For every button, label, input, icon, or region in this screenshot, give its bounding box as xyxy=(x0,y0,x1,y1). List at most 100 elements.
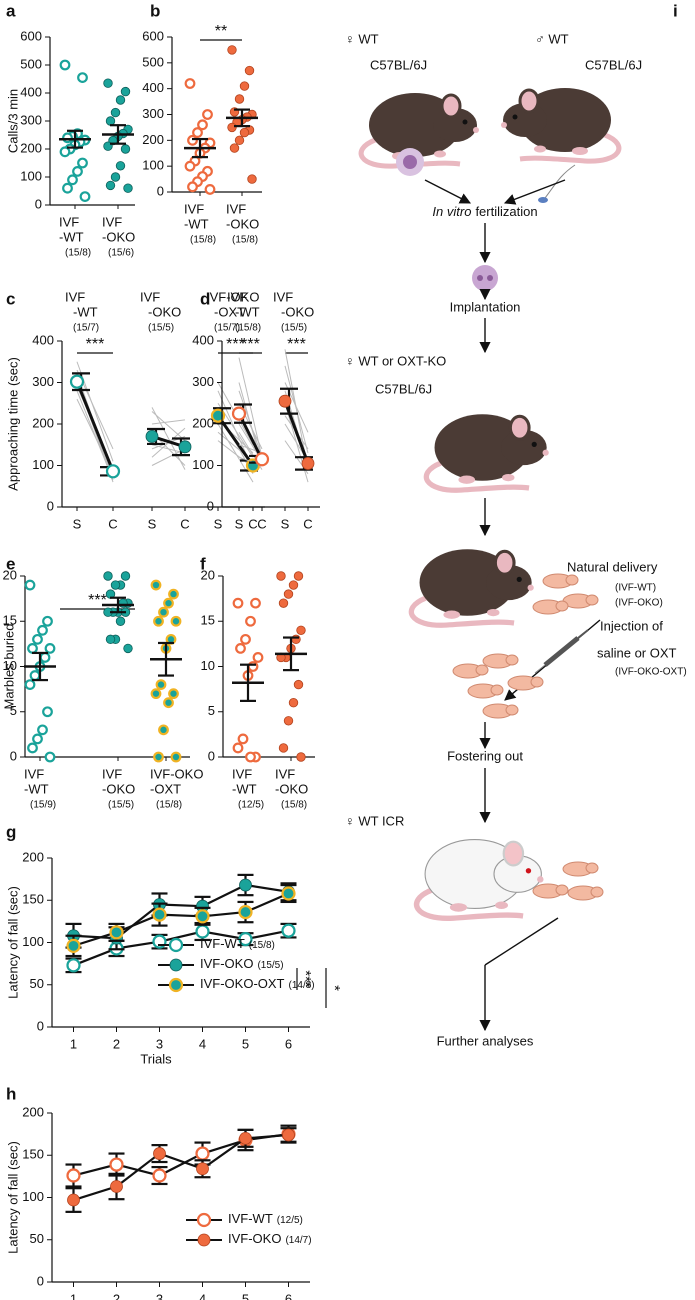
data-point xyxy=(240,633,251,645)
legend-label: IVF-WT (12/5) xyxy=(228,1211,303,1226)
data-point xyxy=(187,134,198,146)
group-n: (15/9) xyxy=(30,800,56,811)
sperm xyxy=(544,164,576,199)
x-tick-label: IVF xyxy=(184,201,204,216)
data-point xyxy=(278,598,289,608)
data-point xyxy=(105,464,121,479)
panel-label: e xyxy=(6,554,15,573)
panel-label: c xyxy=(6,289,15,308)
data-point xyxy=(158,724,169,736)
data-point xyxy=(115,95,126,105)
y-tick-label: 0 xyxy=(37,1273,44,1288)
group-label: IVF xyxy=(140,289,160,304)
y-tick-label: 50 xyxy=(30,976,44,991)
data-point xyxy=(231,406,247,421)
data-point xyxy=(32,633,43,645)
y-tick-label: 400 xyxy=(142,80,164,95)
data-point xyxy=(245,615,256,627)
legend-marker xyxy=(168,937,184,953)
x-tick-label: 1 xyxy=(70,1291,77,1300)
data-point xyxy=(37,624,48,636)
data-point xyxy=(237,733,249,745)
y-tick-label: 300 xyxy=(192,374,214,389)
x-tick-label: -OKO xyxy=(102,781,135,796)
label: fertilization xyxy=(475,204,537,219)
data-point xyxy=(278,743,289,753)
data-point xyxy=(168,588,179,600)
group-n: (15/8) xyxy=(235,323,261,334)
y-tick-label: 400 xyxy=(192,332,214,347)
series-line xyxy=(73,883,289,940)
data-point xyxy=(234,135,245,146)
x-tick-label: -WT xyxy=(24,781,49,796)
data-point xyxy=(244,65,255,76)
group-n: (15/6) xyxy=(108,248,134,259)
y-axis-label: Marbles buried xyxy=(1,624,16,710)
x-tick-label: 3 xyxy=(156,1036,163,1051)
group-n: (15/5) xyxy=(108,800,134,811)
y-axis-label: Latency of fall (sec) xyxy=(5,886,20,999)
data-point xyxy=(239,878,252,892)
y-tick-label: 150 xyxy=(22,892,44,907)
x-tick-label: S xyxy=(148,516,157,531)
data-point xyxy=(27,643,38,654)
data-point xyxy=(247,661,259,672)
data-point xyxy=(232,742,244,754)
data-point xyxy=(62,182,73,194)
data-point xyxy=(204,184,216,195)
group-n: (15/8) xyxy=(156,800,182,811)
data-point xyxy=(227,122,237,133)
y-tick-label: 0 xyxy=(35,196,42,211)
arrow xyxy=(424,179,471,204)
data-point xyxy=(115,161,126,171)
legend-n: (15/8) xyxy=(249,940,275,951)
data-point xyxy=(42,615,53,627)
y-tick-label: 100 xyxy=(192,457,214,472)
group-label: IVF-OKO xyxy=(206,289,259,304)
pup xyxy=(542,573,579,589)
significance-label: * xyxy=(326,985,343,991)
label: ♀ WT xyxy=(345,31,379,46)
legend-marker xyxy=(196,1212,212,1228)
data-point xyxy=(239,81,250,91)
y-axis-label: Calls/3 min xyxy=(5,89,20,153)
data-point xyxy=(120,571,131,581)
data-point xyxy=(155,679,167,690)
x-tick-label: S xyxy=(73,516,82,531)
x-tick-label: IVF xyxy=(102,214,122,229)
data-point xyxy=(109,925,124,940)
data-point xyxy=(152,1168,167,1183)
y-tick-label: 0 xyxy=(157,183,164,198)
label: C57BL/6J xyxy=(375,381,432,396)
data-point xyxy=(283,716,294,726)
data-point xyxy=(301,457,315,470)
data-point xyxy=(170,751,182,763)
subject-line xyxy=(284,365,309,454)
y-tick-label: 10 xyxy=(201,658,215,673)
data-point xyxy=(105,180,116,191)
group-n: (15/8) xyxy=(281,800,307,811)
y-tick-label: 600 xyxy=(20,28,42,43)
group-label: IVF xyxy=(273,289,293,304)
panel-label: d xyxy=(200,289,210,308)
x-tick-label: 1 xyxy=(70,1036,77,1051)
data-point xyxy=(150,688,162,700)
series-line xyxy=(73,1133,289,1202)
data-point xyxy=(120,144,131,154)
data-point xyxy=(153,751,164,763)
embryo xyxy=(487,275,493,281)
data-point xyxy=(67,1193,80,1207)
label: In vitro fertilization xyxy=(432,204,537,219)
legend-label: IVF-OKO (15/5) xyxy=(200,956,284,971)
data-point xyxy=(77,72,88,83)
data-point xyxy=(184,78,196,89)
label: (IVF-OKO) xyxy=(615,598,663,609)
pup xyxy=(482,653,519,669)
data-point xyxy=(103,78,113,88)
y-tick-label: 200 xyxy=(32,415,54,430)
data-point xyxy=(59,146,71,158)
data-point xyxy=(77,157,88,169)
y-tick-label: 200 xyxy=(22,849,44,864)
label: Natural delivery xyxy=(567,559,658,574)
